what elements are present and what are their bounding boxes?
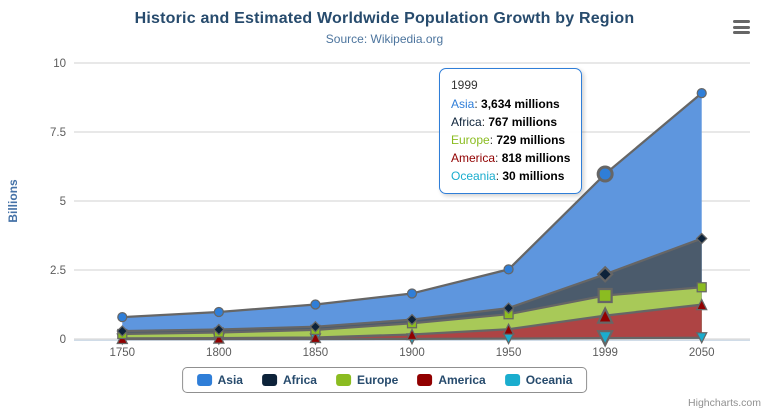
tooltip-row-europe: Europe: 729 millions <box>451 133 566 147</box>
tooltip-row-america: America: 818 millions <box>451 151 571 165</box>
point-africa-1750[interactable] <box>116 325 129 337</box>
tooltip-series-value: 729 millions <box>496 133 566 147</box>
point-africa-2050[interactable] <box>695 232 708 245</box>
tooltip-header: 1999 <box>451 78 478 92</box>
legend-symbol-oceania <box>504 374 520 386</box>
legend: Asia Africa Europe America Oceania <box>181 367 588 393</box>
point-asia-1900[interactable] <box>406 288 418 299</box>
legend-label: Europe <box>356 373 399 387</box>
area-asia[interactable] <box>122 93 702 339</box>
y-axis-label: 2.5 <box>50 265 66 277</box>
point-america-1850[interactable] <box>309 331 322 344</box>
point-america-1800[interactable] <box>212 331 225 344</box>
y-axis-label: 0 <box>60 334 66 346</box>
point-europe-2050[interactable] <box>696 282 707 293</box>
legend-label: America <box>438 373 486 387</box>
tooltip-series-value: 30 millions <box>502 169 565 183</box>
hamburger-icon <box>733 25 750 29</box>
legend-label: Asia <box>217 373 243 387</box>
hamburger-icon <box>733 31 750 34</box>
point-america-2050[interactable] <box>695 298 708 311</box>
point-asia-1999[interactable] <box>596 165 614 183</box>
x-axis-label: 1750 <box>109 347 135 359</box>
tooltip-series-name: Africa <box>451 115 482 129</box>
tooltip-row-asia: Asia: 3,634 millions <box>451 97 560 111</box>
area-america[interactable] <box>122 304 702 339</box>
tooltip-series-name: Asia <box>451 97 475 111</box>
x-axis-label: 1800 <box>206 347 232 359</box>
point-asia-2050[interactable] <box>696 87 707 99</box>
point-africa-1800[interactable] <box>212 323 225 336</box>
legend-symbol-america <box>417 374 433 386</box>
point-asia-1800[interactable] <box>213 306 224 318</box>
x-axis-label: 2050 <box>689 347 715 359</box>
legend-symbol-europe <box>335 374 351 386</box>
tooltip-series-value: 818 millions <box>501 151 571 165</box>
point-africa-1950[interactable] <box>502 302 515 314</box>
point-oceania-1999[interactable] <box>596 330 614 348</box>
point-africa-1850[interactable] <box>309 320 322 333</box>
tooltip-series-name: Europe <box>451 133 490 147</box>
y-axis-label: 7.5 <box>50 127 66 139</box>
tooltip: 1999 Asia: 3,634 millions Africa: 767 mil… <box>439 68 583 194</box>
export-menu-button[interactable] <box>733 20 750 37</box>
legend-item-america[interactable]: America <box>417 373 486 387</box>
chart-subtitle: Source: Wikipedia.org <box>325 32 444 46</box>
point-america-1999[interactable] <box>596 306 614 324</box>
hamburger-icon <box>733 20 750 23</box>
point-asia-1950[interactable] <box>503 264 514 275</box>
point-asia-1750[interactable] <box>117 312 128 323</box>
x-axis-label: 1950 <box>496 347 522 359</box>
point-africa-1900[interactable] <box>406 313 418 326</box>
legend-item-europe[interactable]: Europe <box>335 373 399 387</box>
y-axis-label: 5 <box>60 196 66 208</box>
chart-title: Historic and Estimated Worldwide Populat… <box>134 10 635 27</box>
point-america-1900[interactable] <box>405 328 419 341</box>
legend-symbol-asia <box>196 374 212 386</box>
x-axis-label: 1850 <box>303 347 329 359</box>
point-oceania-2050[interactable] <box>695 332 708 345</box>
legend-label: Oceania <box>525 373 573 387</box>
legend-item-africa[interactable]: Africa <box>261 373 317 387</box>
tooltip-series-name: Oceania <box>451 169 496 183</box>
tooltip-series-name: America <box>451 151 496 165</box>
tooltip-row-oceania: Oceania: 30 millions <box>451 169 565 183</box>
tooltip-series-value: 767 millions <box>488 115 558 129</box>
y-axis-label: 10 <box>53 58 66 70</box>
credits-link[interactable]: Highcharts.com <box>688 397 761 409</box>
tooltip-row-africa: Africa: 767 millions <box>451 115 558 129</box>
x-axis-label: 1999 <box>592 347 618 359</box>
legend-item-oceania[interactable]: Oceania <box>504 373 573 387</box>
point-asia-1850[interactable] <box>310 299 321 310</box>
point-america-1950[interactable] <box>502 322 515 335</box>
point-europe-1999[interactable] <box>597 287 613 304</box>
y-axis-title: Billions <box>6 179 20 223</box>
point-africa-1999[interactable] <box>596 265 614 283</box>
legend-symbol-africa <box>261 374 277 386</box>
legend-label: Africa <box>282 373 317 387</box>
tooltip-series-value: 3,634 millions <box>481 97 560 111</box>
legend-item-asia[interactable]: Asia <box>196 373 243 387</box>
x-axis-label: 1900 <box>399 347 425 359</box>
